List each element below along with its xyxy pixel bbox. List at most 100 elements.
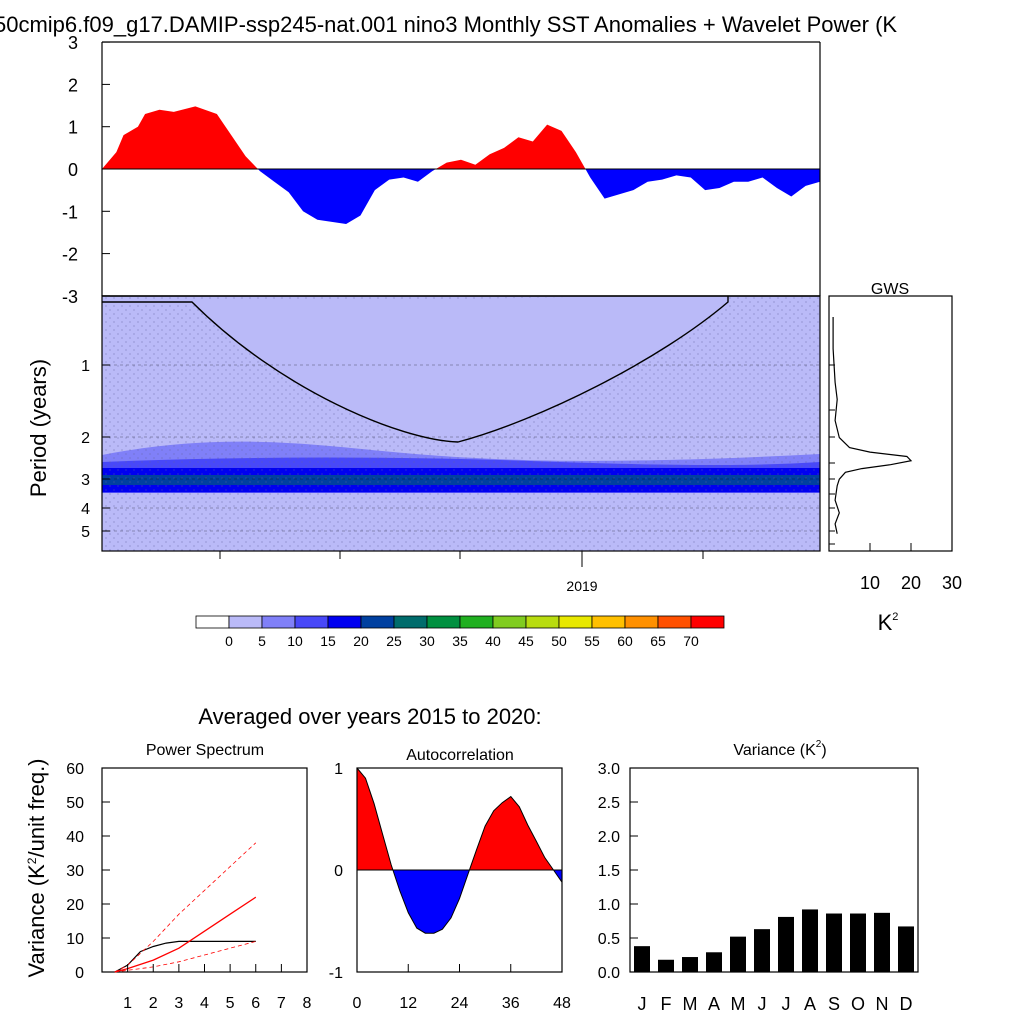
ac-y-tick-label: 1: [334, 761, 343, 778]
ps-x-tick-label: 7: [277, 995, 286, 1012]
autocorrelation-positive-area: [469, 796, 554, 870]
colorbar-label: 10: [287, 633, 303, 649]
ps-y-tick-label: 0: [75, 965, 84, 982]
cone-of-influence: [102, 296, 729, 443]
colorbar-swatch: [525, 615, 560, 629]
colorbar-swatch: [558, 615, 593, 629]
sst-y-tick-label: -3: [62, 287, 78, 307]
variance-bar: [706, 952, 722, 972]
colorbar-label: 60: [617, 633, 633, 649]
autocorrelation-curve: [356, 767, 563, 934]
ps-x-tick-label: 8: [303, 995, 312, 1012]
ac-x-tick-label: 12: [399, 995, 417, 1012]
ps-y-tick-label: 40: [66, 829, 84, 846]
colorbar-swatch: [657, 615, 692, 629]
wavelet-y-label: Period (years): [26, 359, 51, 497]
ps-y-tick-label: 60: [66, 761, 84, 778]
sst-y-tick-label: -1: [62, 202, 78, 222]
variance-month-label: S: [828, 994, 840, 1014]
autocorrelation-panel: Autocorrelation 0 12 24 36 48 1 0 -1: [329, 747, 571, 1012]
ac-y-tick-label: -1: [329, 965, 343, 982]
colorbar-label: 70: [683, 633, 699, 649]
var-y-tick-label: 2.0: [598, 829, 620, 846]
variance-bar: [826, 913, 842, 972]
gws-x-tick-label: 20: [901, 573, 921, 593]
colorbar-label: 15: [320, 633, 336, 649]
colorbar: 0 5 10 15 20 25 30 35 40 45 50 55 60 65 70: [195, 615, 725, 649]
colorbar-swatch: [261, 615, 296, 629]
autocorrelation-negative-area: [392, 870, 470, 934]
gws-title: GWS: [871, 281, 909, 298]
colorbar-label: 0: [225, 633, 233, 649]
ps-y-tick-label: 10: [66, 931, 84, 948]
power-spectrum-title: Power Spectrum: [146, 742, 264, 759]
sst-y-axis: 3 2 1 0 -1 -2 -3: [62, 33, 110, 307]
variance-bar: [682, 957, 698, 972]
gws-x-tick-label: 10: [860, 573, 880, 593]
var-y-tick-label: 3.0: [598, 761, 620, 778]
colorbar-swatch: [393, 615, 428, 629]
colorbar-label: 45: [518, 633, 534, 649]
var-y-tick-label: 0.5: [598, 931, 620, 948]
colorbar-label: 25: [386, 633, 402, 649]
period-tick-2: 2: [81, 430, 90, 447]
colorbar-label: 35: [452, 633, 468, 649]
variance-bar: [898, 926, 914, 972]
period-tick-4: 4: [81, 501, 90, 518]
period-tick-1: 1: [81, 358, 90, 375]
ps-x-tick-label: 2: [149, 995, 158, 1012]
sst-anomaly-panel: 3 2 1 0 -1 -2 -3: [62, 33, 821, 307]
wavelet-x-axis: [219, 551, 704, 567]
power-spectrum-line: [114, 940, 256, 973]
sst-negative-area: [585, 169, 820, 199]
red-noise-line: [114, 896, 257, 973]
sst-positive-area: [435, 124, 586, 169]
ac-x-tick-label: 36: [502, 995, 520, 1012]
variance-y-axis: 0.0 0.5 1.0 1.5 2.0 2.5 3.0: [598, 761, 638, 982]
gws-frame: [828, 295, 953, 552]
variance-month-label: A: [804, 994, 816, 1014]
upper-confidence-line: [114, 842, 257, 973]
ac-y-tick-label: 0: [334, 863, 343, 880]
lower-confidence-line: [114, 941, 256, 973]
variance-bar: [802, 909, 818, 972]
colorbar-swatch: [426, 615, 461, 629]
gws-panel: GWS 10 20 30 K2: [828, 281, 962, 635]
variance-bar: [754, 929, 770, 972]
colorbar-label: 40: [485, 633, 501, 649]
ps-y-tick-label: 30: [66, 863, 84, 880]
sst-y-tick-label: 1: [68, 118, 78, 138]
ps-x-tick-label: 5: [226, 995, 235, 1012]
var-y-tick-label: 1.5: [598, 863, 620, 880]
colorbar-swatch: [228, 615, 263, 629]
colorbar-swatch: [195, 615, 230, 629]
gws-x-label: K2: [878, 610, 899, 635]
ps-y-tick-label: 50: [66, 795, 84, 812]
sst-negative-area: [257, 169, 436, 224]
variance-bar: [850, 913, 866, 972]
average-title: Averaged over years 2015 to 2020:: [198, 704, 541, 729]
ac-x-tick-label: 0: [353, 995, 362, 1012]
variance-month-label: M: [731, 994, 746, 1014]
variance-bar: [778, 916, 794, 972]
variance-bar: [658, 959, 674, 972]
ac-x-tick-label: 48: [553, 995, 571, 1012]
variance-month-label: O: [851, 994, 865, 1014]
sst-y-tick-label: -2: [62, 245, 78, 265]
period-tick-5: 5: [81, 524, 90, 541]
variance-title: Variance (K2): [733, 739, 826, 759]
variance-month-label: J: [638, 994, 647, 1014]
ps-x-tick-label: 4: [200, 995, 209, 1012]
variance-month-label: J: [758, 994, 767, 1014]
autocorrelation-y-axis: 1 0 -1: [329, 761, 365, 982]
figure-title: 50cmip6.f09_g17.DAMIP-ssp245-nat.001 nin…: [0, 12, 897, 37]
autocorrelation-title: Autocorrelation: [406, 747, 514, 764]
ac-x-tick-label: 24: [451, 995, 469, 1012]
var-y-tick-label: 1.0: [598, 897, 620, 914]
sst-y-tick-label: 2: [68, 75, 78, 95]
colorbar-swatch: [327, 615, 362, 629]
variance-month-label: F: [661, 994, 672, 1014]
